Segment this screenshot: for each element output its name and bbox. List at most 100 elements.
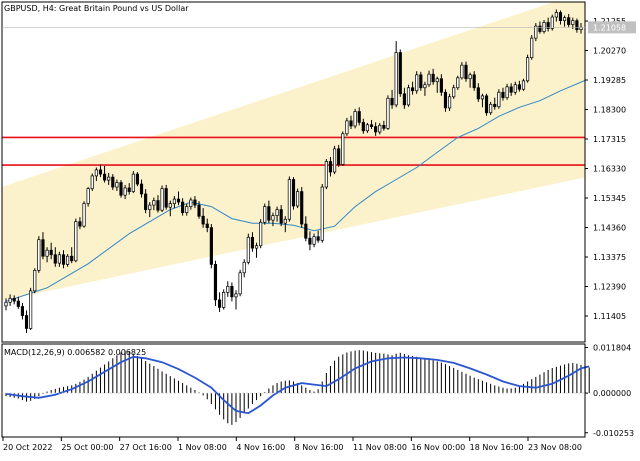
- candle: [213, 260, 218, 306]
- candle: [476, 83, 480, 102]
- candle-body: [443, 91, 448, 109]
- candle: [160, 185, 164, 213]
- price-tick-label: 1.15345: [593, 194, 626, 203]
- candle: [415, 71, 419, 94]
- candle-body: [353, 111, 357, 127]
- candle: [419, 71, 423, 91]
- candles: [4, 9, 583, 333]
- candle: [521, 78, 526, 91]
- candle-body: [230, 285, 234, 298]
- candle: [423, 81, 427, 96]
- candle: [259, 219, 263, 249]
- price-tick-label: 1.16330: [593, 165, 626, 174]
- candle-body: [439, 78, 443, 93]
- candle-body: [476, 87, 480, 100]
- candle: [439, 74, 443, 96]
- candle: [139, 179, 144, 198]
- candle-body: [16, 300, 20, 307]
- candle-body: [49, 249, 53, 256]
- candle-body: [259, 221, 263, 247]
- candle-body: [29, 290, 33, 329]
- candle: [374, 122, 378, 136]
- candle: [275, 206, 279, 222]
- candle-body: [66, 255, 70, 265]
- candle: [464, 61, 468, 82]
- horizontal-lines[interactable]: [2, 136, 585, 166]
- candle: [135, 172, 140, 187]
- candle-body: [61, 254, 66, 265]
- candle-body: [107, 176, 111, 181]
- candle: [94, 167, 98, 182]
- candle-body: [283, 218, 287, 224]
- candle-body: [263, 206, 267, 223]
- candle-body: [86, 188, 90, 204]
- candle-body: [70, 255, 74, 262]
- candle-body: [575, 20, 579, 31]
- candle: [33, 268, 37, 294]
- candle-body: [542, 22, 546, 32]
- candle-body: [497, 91, 501, 108]
- candle-body: [267, 206, 271, 221]
- candle: [304, 216, 308, 242]
- candle: [98, 164, 103, 178]
- candle-body: [517, 84, 521, 90]
- candle-body: [185, 206, 189, 213]
- candle: [37, 236, 41, 273]
- price-tick-label: 1.13375: [593, 253, 626, 262]
- macd-panel-frame: [1, 343, 586, 438]
- candle-body: [361, 122, 365, 132]
- candle-body: [406, 87, 411, 106]
- candle: [78, 217, 82, 230]
- macd-signal-line: [5, 355, 590, 415]
- candle: [501, 87, 505, 101]
- candle-body: [246, 236, 250, 263]
- candle-body: [509, 86, 513, 93]
- candle-body: [213, 264, 218, 301]
- candle-body: [382, 125, 386, 129]
- candle: [468, 72, 472, 88]
- candle-body: [554, 12, 558, 18]
- candle-body: [452, 87, 456, 98]
- candle-body: [24, 315, 29, 329]
- candle-body: [526, 57, 530, 82]
- candle-body: [53, 254, 57, 264]
- candle-body: [316, 236, 320, 241]
- candle-body: [402, 93, 406, 106]
- price-tick-label: 1.20270: [593, 47, 626, 56]
- candle: [267, 200, 271, 224]
- candle-body: [312, 236, 316, 245]
- candle-body: [82, 203, 86, 227]
- candle: [316, 230, 320, 243]
- candle-body: [501, 91, 505, 99]
- candle: [328, 156, 333, 177]
- candle: [357, 107, 361, 126]
- candle-body: [78, 221, 82, 227]
- candle: [61, 250, 66, 269]
- candle: [115, 179, 119, 191]
- axes: 1.212551.202701.192851.183001.173151.163…: [2, 17, 636, 452]
- candle: [20, 302, 25, 320]
- candle: [365, 122, 370, 133]
- candle-body: [193, 199, 197, 206]
- candle: [435, 76, 439, 93]
- candle-body: [357, 111, 361, 123]
- candle-body: [119, 182, 123, 196]
- candle: [361, 118, 365, 134]
- candle: [431, 68, 435, 85]
- candle: [271, 212, 275, 227]
- candle: [119, 180, 123, 198]
- candle-body: [287, 179, 291, 220]
- candle-body: [12, 298, 16, 302]
- candle-body: [308, 237, 312, 245]
- candle-body: [304, 223, 308, 239]
- candle-body: [460, 64, 464, 79]
- candle: [107, 172, 111, 185]
- price-tick-label: 1.18300: [593, 106, 626, 115]
- candle: [447, 93, 452, 111]
- candle: [534, 23, 538, 42]
- candle: [443, 89, 448, 112]
- candle: [554, 9, 558, 22]
- candle: [337, 144, 341, 167]
